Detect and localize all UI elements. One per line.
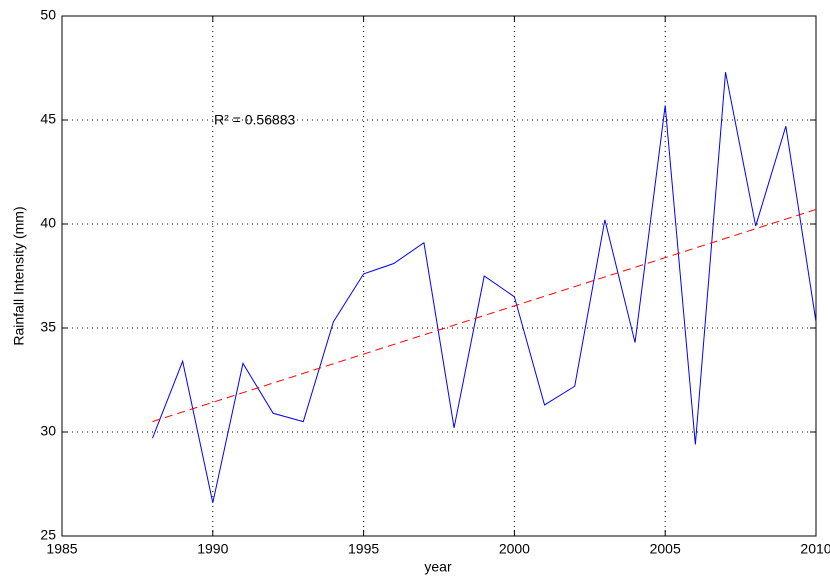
trend-line — [152, 208, 817, 423]
x-tick-label: 1995 — [348, 541, 379, 557]
y-axis-label: Rainfall Intensity (mm) — [11, 206, 27, 345]
x-tick-label: 2010 — [800, 541, 830, 557]
x-tick-label: 1985 — [46, 541, 77, 557]
y-tick-label: 40 — [40, 215, 56, 231]
data-line — [152, 72, 817, 503]
plot-frame — [61, 15, 817, 537]
x-axis-label: year — [424, 559, 452, 575]
y-tick-label: 25 — [40, 527, 56, 543]
y-tick-label: 50 — [40, 7, 56, 23]
x-tick-label: 1990 — [197, 541, 228, 557]
x-tick-label: 2000 — [499, 541, 530, 557]
x-tick-label: 2005 — [650, 541, 681, 557]
y-tick-label: 45 — [40, 111, 56, 127]
y-tick-label: 35 — [40, 319, 56, 335]
annotation: R² = 0.56883 — [214, 112, 296, 128]
y-tick-label: 30 — [40, 423, 56, 439]
